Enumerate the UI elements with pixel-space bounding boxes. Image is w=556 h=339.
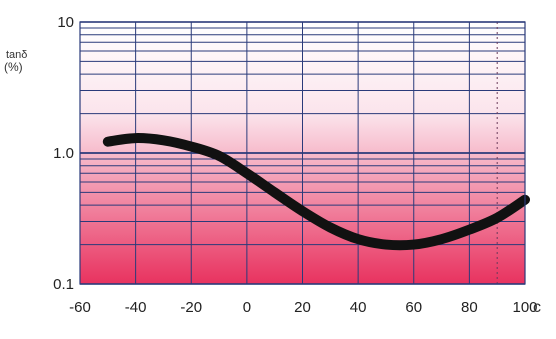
x-tick-label: 0 xyxy=(243,299,251,316)
x-tick-labels: -60 -40 -20 0 20 40 60 80 100 xyxy=(69,299,537,316)
y-tick-label: 10 xyxy=(57,14,74,31)
x-tick-label: 40 xyxy=(350,299,367,316)
x-tick-label: -20 xyxy=(180,299,202,316)
x-tick-label: 80 xyxy=(461,299,478,316)
grid xyxy=(79,21,526,285)
y-axis-label: tanδ xyxy=(6,49,27,61)
x-tick-label: -60 xyxy=(69,299,91,316)
x-tick-label: 20 xyxy=(294,299,311,316)
x-tick-label: -40 xyxy=(125,299,147,316)
series-layer xyxy=(102,133,530,251)
y-tick-labels: 0.1 1.0 10 xyxy=(53,14,74,293)
x-axis-label: c xyxy=(533,299,541,316)
y-tick-label: 0.1 xyxy=(53,276,74,293)
x-tick-label: 100 xyxy=(512,299,537,316)
y-axis-unit: (%) xyxy=(4,60,23,74)
y-tick-label: 1.0 xyxy=(53,145,74,162)
series-line xyxy=(102,133,530,251)
x-tick-label: 60 xyxy=(405,299,422,316)
plot-frame xyxy=(79,21,526,285)
